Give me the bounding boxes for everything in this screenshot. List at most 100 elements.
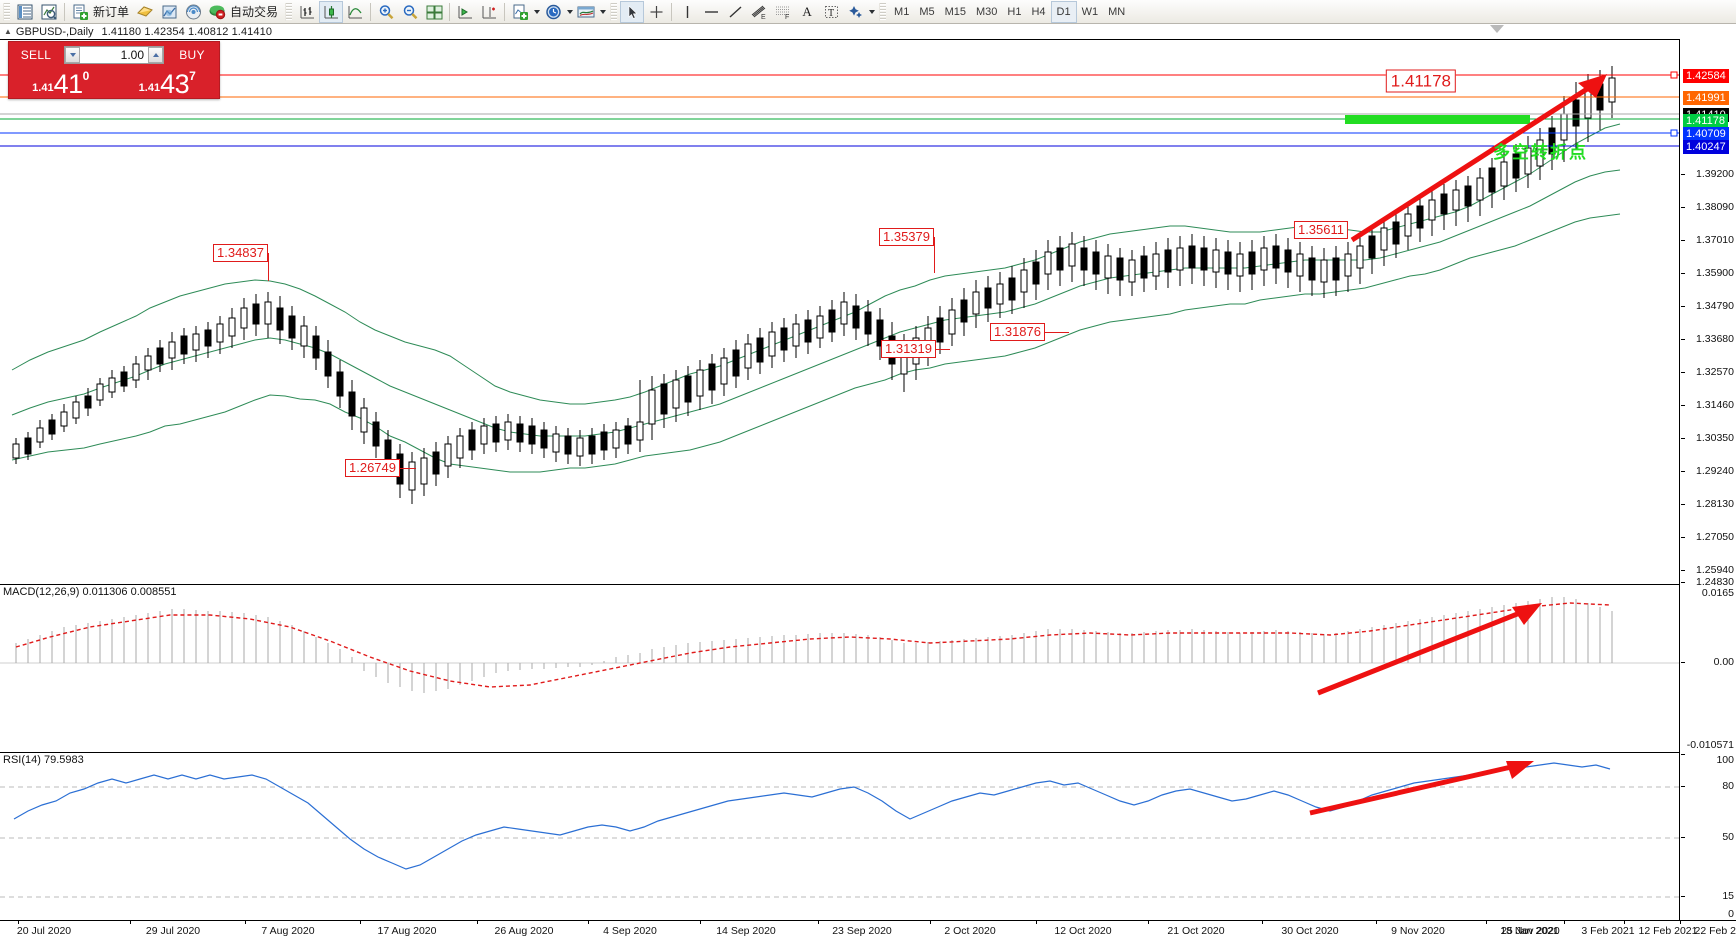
annotation-lead-5 — [1045, 332, 1069, 333]
toolbar-separator-2 — [370, 2, 372, 21]
chart-symbol-label: GBPUSD-,Daily — [15, 25, 94, 38]
bollinger-middle-band — [11, 169, 1621, 437]
volume-increase-button[interactable] — [148, 46, 163, 63]
timeframe-d1[interactable]: D1 — [1050, 0, 1077, 23]
signals-icon[interactable] — [181, 1, 205, 23]
price-tag-141991: 1.41991 — [1683, 91, 1729, 105]
timeframe-m5[interactable]: M5 — [919, 5, 935, 18]
buy-label[interactable]: BUY — [179, 47, 205, 62]
macd-pane-frame — [0, 585, 1680, 752]
volume-value[interactable]: 1.00 — [120, 47, 144, 62]
time-axis[interactable]: 20 Jul 2020 29 Jul 2020 7 Aug 2020 17 Au… — [0, 920, 1736, 940]
templates-dropdown-arrow[interactable] — [598, 1, 607, 23]
annotation-price-5[interactable]: 1.31876 — [990, 323, 1045, 341]
macd-tick-label: 0.00 — [1713, 656, 1734, 668]
sell-price-main: 41 — [53, 69, 84, 99]
new-order-icon[interactable] — [68, 1, 92, 23]
price-tag-142584: 1.42584 — [1683, 69, 1729, 83]
templates-icon[interactable] — [574, 1, 598, 23]
market-watch-icon[interactable] — [13, 1, 37, 23]
price-tick-label: 1.32570 — [1696, 366, 1734, 378]
toolbar-grip[interactable] — [3, 2, 10, 21]
autotrading-icon[interactable] — [205, 1, 229, 23]
sell-label[interactable]: SELL — [20, 47, 52, 62]
toolbar-grip-4[interactable] — [879, 2, 887, 21]
buy-price-button[interactable]: 1.41 43 7 — [116, 65, 220, 98]
timeframe-h4[interactable]: H4 — [1031, 5, 1046, 18]
data-window-icon[interactable] — [37, 1, 61, 23]
price-chart-pane[interactable]: 1.34837 1.26749 1.35379 1.31319 1.31876 … — [0, 39, 1680, 584]
zoom-out-icon[interactable] — [398, 1, 422, 23]
expert-advisor-icon[interactable] — [133, 1, 157, 23]
price-axis[interactable]: 1.42584 1.41991 1.41410 1.41178 1.40709 … — [1681, 39, 1736, 588]
toolbar-grip-3[interactable] — [610, 2, 618, 21]
annotation-price-3[interactable]: 1.35379 — [879, 228, 934, 246]
tile-windows-icon[interactable] — [422, 1, 446, 23]
time-tick-label: 14 Sep 2020 — [716, 925, 776, 937]
price-tag-140247: 1.40247 — [1683, 140, 1729, 154]
price-trend-arrow — [1350, 74, 1607, 243]
svg-text:F: F — [785, 14, 789, 20]
time-tick-label: 29 Jul 2020 — [145, 925, 201, 937]
svg-text:T: T — [828, 8, 834, 19]
add-indicator-dropdown-arrow[interactable] — [532, 1, 541, 23]
bar-chart-icon[interactable] — [295, 1, 319, 23]
chart-shift-marker-icon[interactable] — [1490, 25, 1504, 33]
macd-axis[interactable]: 0.0165 0.00 -0.010571 — [1681, 584, 1736, 752]
vertical-line-icon[interactable] — [675, 1, 699, 23]
trade-panel-prices-row: 1.41 41 0 1.41 43 7 — [9, 65, 219, 98]
shapes-dropdown-arrow[interactable] — [867, 1, 876, 23]
toolbar-grip-2[interactable] — [285, 2, 293, 21]
timeframe-h1[interactable]: H1 — [1007, 5, 1022, 18]
period-clock-icon[interactable] — [541, 1, 565, 23]
timeframe-m1[interactable]: M1 — [894, 5, 910, 18]
time-tick-label: 12 Oct 2020 — [1054, 925, 1112, 937]
timeframe-mn[interactable]: MN — [1108, 5, 1126, 18]
toolbar-separator-5 — [671, 2, 673, 21]
cursor-icon[interactable] — [620, 0, 645, 23]
timeframe-m30[interactable]: M30 — [976, 5, 998, 18]
time-tick-label: 25 Jan 2021 — [1501, 925, 1559, 937]
new-order-label[interactable]: 新订单 — [93, 5, 130, 19]
annotation-pivot-price[interactable]: 1.41178 — [1385, 69, 1456, 93]
timeframe-m15[interactable]: M15 — [944, 5, 966, 18]
sell-price-prefix: 1.41 — [32, 82, 54, 94]
candlestick-chart-icon[interactable] — [319, 0, 344, 23]
price-tick-label: 1.35900 — [1696, 267, 1734, 279]
autotrading-label[interactable]: 自动交易 — [230, 5, 279, 19]
trade-panel-divider — [112, 65, 116, 98]
timeframe-w1[interactable]: W1 — [1081, 5, 1099, 18]
volume-stepper[interactable]: 1.00 — [64, 45, 164, 64]
zoom-in-icon[interactable] — [374, 1, 398, 23]
text-icon[interactable]: A — [802, 3, 812, 19]
line-chart-icon[interactable] — [343, 1, 367, 23]
add-indicator-icon[interactable] — [508, 1, 532, 23]
period-dropdown-arrow[interactable] — [565, 1, 574, 23]
rsi-pane[interactable]: RSI(14) 79.5983 — [0, 752, 1680, 920]
buy-price-prefix: 1.41 — [138, 82, 161, 94]
equidistant-channel-icon[interactable]: E — [747, 1, 771, 23]
time-tick-label: 22 Feb 2021 — [1694, 925, 1736, 937]
sell-price-button[interactable]: 1.41 41 0 — [9, 65, 113, 98]
annotation-price-2[interactable]: 1.26749 — [345, 459, 400, 477]
text-label-icon[interactable]: T — [819, 1, 843, 23]
annotation-price-4[interactable]: 1.31319 — [881, 340, 936, 358]
shapes-icon[interactable] — [843, 1, 867, 23]
collapse-triangle-icon[interactable]: ▲ — [4, 27, 12, 36]
annotation-price-1[interactable]: 1.34837 — [213, 244, 268, 262]
strategy-tester-icon[interactable] — [157, 1, 181, 23]
fibonacci-retracement-icon[interactable]: F — [771, 1, 795, 23]
horizontal-line-icon[interactable] — [699, 1, 723, 23]
macd-pane[interactable]: MACD(12,26,9) 0.011306 0.008551 — [0, 584, 1680, 752]
crosshair-icon[interactable] — [644, 1, 668, 23]
price-tick-label: 1.33680 — [1696, 333, 1734, 345]
chart-shift-icon[interactable] — [453, 1, 477, 23]
auto-scroll-icon[interactable] — [477, 1, 501, 23]
annotation-price-6[interactable]: 1.35611 — [1293, 221, 1348, 239]
rsi-axis[interactable]: 100 80 50 15 0 — [1681, 752, 1736, 920]
svg-text:E: E — [761, 14, 766, 20]
macd-indicator-label: MACD(12,26,9) 0.011306 0.008551 — [3, 586, 177, 598]
volume-decrease-button[interactable] — [65, 46, 80, 63]
one-click-trading-panel[interactable]: SELL 1.00 BUY 1.41 41 0 1.41 43 7 — [8, 41, 220, 99]
trendline-icon[interactable] — [723, 1, 747, 23]
